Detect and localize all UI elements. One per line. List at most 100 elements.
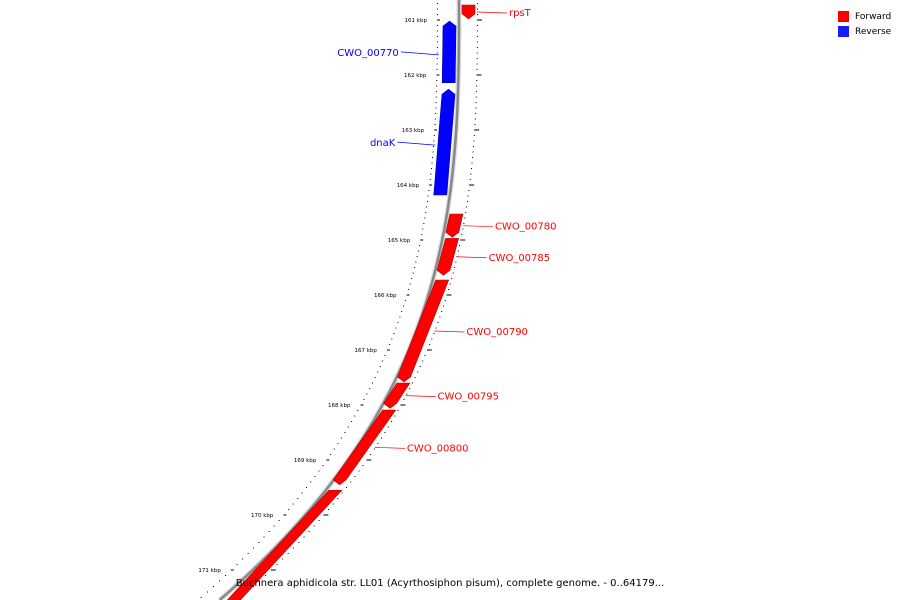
- gene-label: CWO_00780: [495, 222, 557, 233]
- tick-mark: [469, 179, 471, 180]
- tick-mark: [200, 597, 202, 598]
- tick-mark: [430, 173, 432, 175]
- tick-mark: [476, 8, 478, 10]
- tick-mark: [401, 311, 403, 312]
- tick-mark: [236, 564, 238, 565]
- tick-mark: [474, 124, 476, 125]
- tick-label: 168 kbp: [328, 403, 351, 409]
- tick-mark: [426, 201, 428, 202]
- tick-mark: [377, 443, 379, 444]
- tick-mark: [472, 146, 474, 147]
- gene-label: CWO_00770: [337, 48, 399, 59]
- tick-mark: [472, 151, 474, 153]
- genome-title: Buchnera aphidicola str. LL01 (Acyrthosi…: [235, 578, 665, 589]
- gene-cwo_00800: [332, 409, 397, 486]
- tick-mark: [419, 245, 421, 246]
- tick-mark: [434, 124, 436, 125]
- tick-mark: [408, 289, 410, 290]
- tick-mark: [374, 377, 376, 378]
- tick-mark: [424, 355, 426, 356]
- tick-mark: [337, 443, 339, 444]
- tick-mark: [341, 492, 343, 494]
- tick-mark: [451, 278, 453, 279]
- tick-mark: [476, 30, 478, 32]
- tick-mark: [436, 41, 438, 43]
- leader-line: [400, 51, 439, 56]
- tick-mark: [470, 173, 472, 175]
- gene-cwo_00780: [445, 213, 464, 238]
- tick-mark: [476, 25, 478, 26]
- tick-mark: [436, 85, 438, 87]
- tick-mark: [354, 415, 356, 417]
- tick-mark: [464, 217, 466, 219]
- tick-mark: [475, 91, 477, 92]
- tick-mark: [435, 91, 437, 92]
- tick-mark: [219, 580, 221, 582]
- tick-mark: [253, 547, 255, 549]
- tick-mark: [431, 338, 433, 340]
- tick-mark: [301, 492, 303, 494]
- tick-mark: [462, 228, 464, 230]
- tick-mark: [436, 36, 438, 37]
- tick-mark: [360, 404, 364, 406]
- tick-mark: [434, 129, 438, 131]
- tick-mark: [421, 234, 423, 235]
- tick-mark: [465, 212, 467, 213]
- legend: Forward Reverse: [838, 9, 891, 39]
- leader-line: [456, 256, 487, 259]
- gene-dnak: [433, 88, 456, 196]
- tick-mark: [371, 382, 373, 384]
- tick-mark: [434, 118, 436, 120]
- tick-mark: [253, 586, 255, 587]
- tick-mark: [472, 157, 474, 158]
- tick-mark: [435, 96, 437, 98]
- tick-mark: [370, 454, 372, 455]
- tick-mark: [268, 531, 270, 532]
- tick-mark: [397, 322, 399, 323]
- gene-label: CWO_00795: [437, 392, 499, 403]
- tick-mark: [436, 74, 440, 76]
- tick-label: 167 kbp: [354, 348, 377, 354]
- gene-label: rpsT: [509, 8, 532, 19]
- tick-mark: [318, 520, 320, 521]
- tick-mark: [427, 195, 429, 197]
- tick-mark: [426, 206, 428, 208]
- tick-mark: [436, 8, 438, 10]
- tick-mark: [303, 536, 305, 538]
- tick-mark: [436, 58, 438, 59]
- tick-mark: [282, 558, 284, 560]
- tick-mark: [379, 366, 381, 367]
- tick-mark: [411, 278, 413, 279]
- tick-mark: [395, 327, 397, 329]
- tick-mark: [403, 305, 405, 307]
- tick-mark: [436, 69, 438, 70]
- tick-mark: [414, 377, 416, 378]
- tick-mark: [358, 470, 360, 472]
- tick-label: 165 kbp: [388, 238, 411, 244]
- tick-mark: [435, 107, 437, 109]
- tick-mark: [416, 256, 418, 257]
- gene-label: CWO_00800: [407, 443, 469, 454]
- tick-mark: [470, 168, 472, 169]
- tick-mark: [476, 36, 478, 37]
- backbone-shadow: [218, 0, 462, 600]
- tick-mark: [414, 267, 416, 268]
- tick-mark: [328, 509, 330, 510]
- tick-mark: [283, 514, 287, 516]
- tick-mark: [313, 525, 315, 527]
- tick-mark: [423, 223, 425, 224]
- tick-mark: [476, 85, 478, 87]
- tick-mark: [263, 536, 265, 538]
- tick-mark: [394, 415, 396, 417]
- tick-mark: [449, 283, 451, 285]
- gene-cwo_00785: [436, 238, 459, 276]
- tick-mark: [363, 399, 365, 400]
- tick-mark: [431, 162, 433, 164]
- tick-mark: [362, 465, 364, 466]
- tick-label: 171 kbp: [198, 568, 221, 574]
- tick-mark: [419, 366, 421, 367]
- tick-mark: [297, 498, 299, 499]
- tick-mark: [435, 113, 437, 114]
- tick-mark: [305, 487, 307, 488]
- tick-mark: [468, 190, 470, 191]
